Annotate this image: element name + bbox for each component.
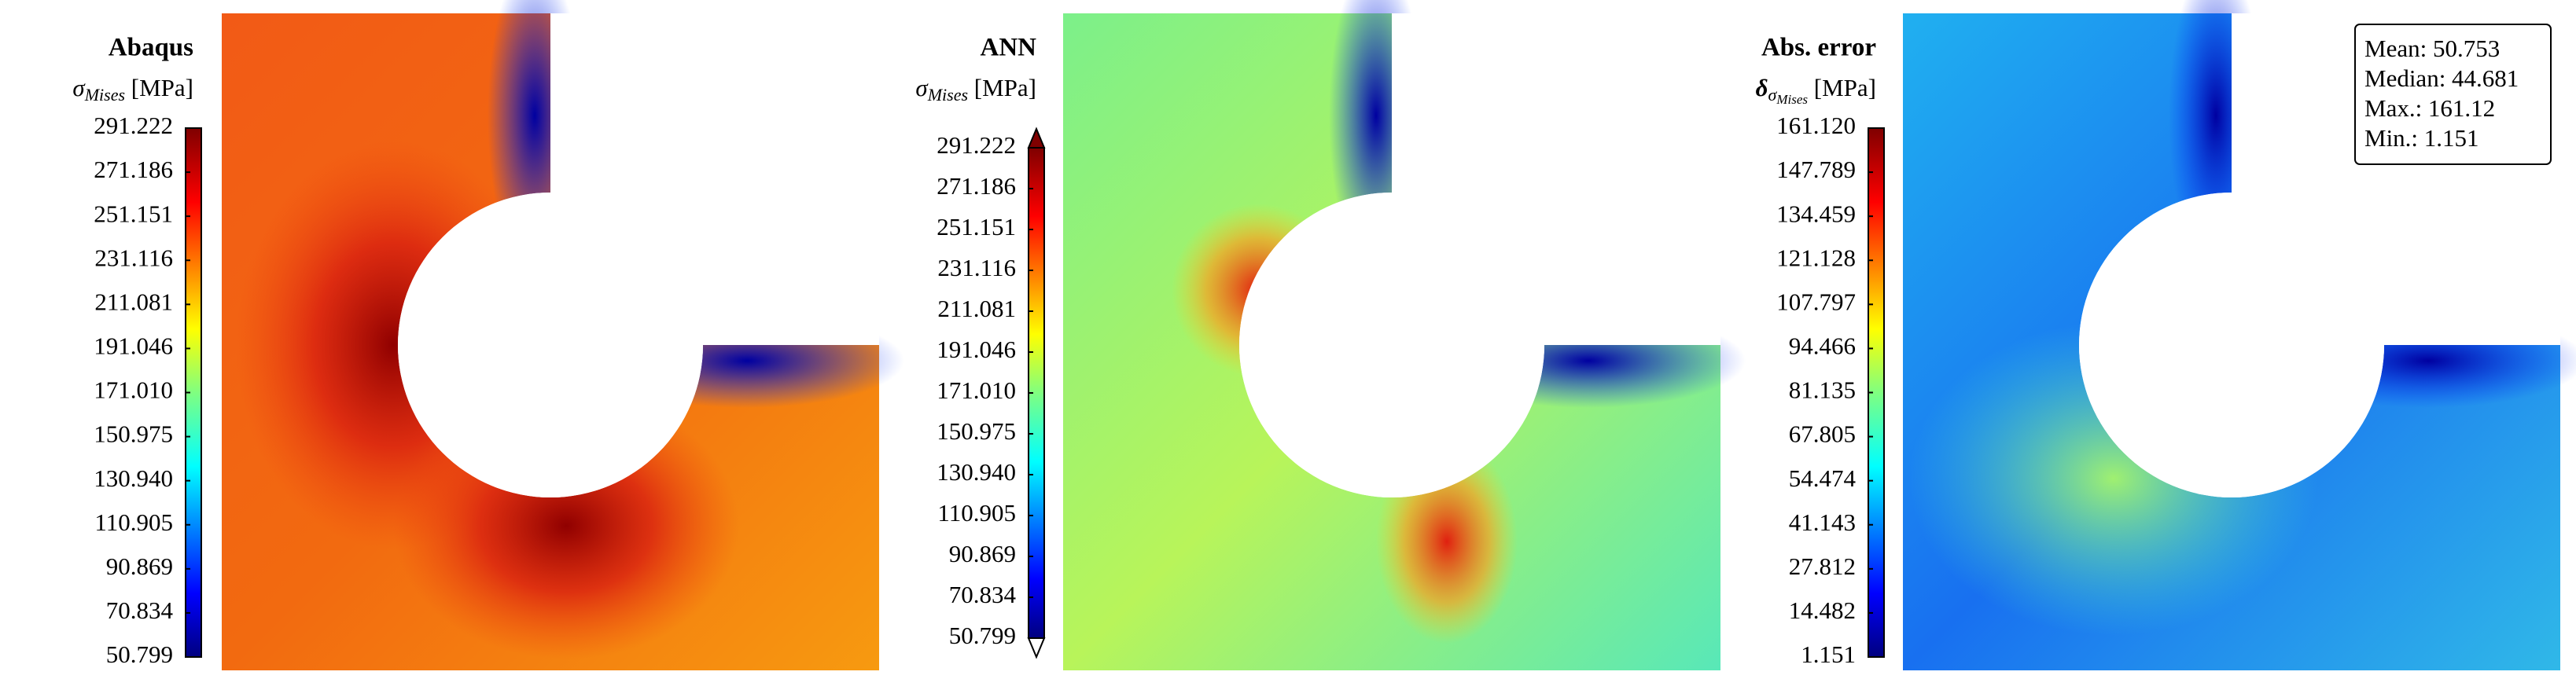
colorbar-tick-label: 90.869 (949, 540, 1016, 567)
colorbar-tick-label: 134.459 (1776, 200, 1856, 227)
stats-line: Mean: 50.753 (2364, 35, 2500, 62)
colorbar-tick-label: 50.799 (106, 640, 173, 668)
colorbar-tick-label: 211.081 (94, 288, 173, 315)
colorbar-label: σMises [MPa] (915, 74, 1036, 105)
contour-plot (1063, 0, 1746, 670)
colorbar-tick-label: 150.975 (94, 420, 173, 448)
label-part: σ (915, 74, 929, 101)
colorbar-tick-label: 27.812 (1789, 552, 1856, 580)
hole (1239, 193, 1544, 497)
colorbar-tick-label: 211.081 (937, 295, 1016, 322)
stats-box (2354, 24, 2552, 165)
stats-line: Median: 44.681 (2364, 64, 2519, 92)
colorbar-tick-label: 271.186 (937, 172, 1016, 200)
colorbar-tick-label: 130.940 (937, 458, 1016, 486)
label-part: [MPa] (968, 74, 1036, 101)
colorbar-tick-label: 54.474 (1789, 464, 1857, 492)
label-part: [MPa] (125, 74, 193, 101)
hole (398, 193, 703, 497)
colorbar-tick-label: 171.010 (94, 376, 173, 404)
contour-plot (222, 0, 904, 670)
colorbar-tick-label: 251.151 (94, 200, 173, 227)
colorbar-tick-label: 231.116 (937, 254, 1016, 281)
colorbar-tick-label: 231.116 (94, 244, 173, 271)
colorbar-tick-label: 67.805 (1789, 420, 1856, 448)
label-part: δ (1756, 74, 1768, 101)
label-part: σ (72, 74, 86, 101)
colorbar-tick-label: 110.905 (937, 499, 1016, 527)
colorbar-tick-label: 50.799 (949, 622, 1016, 649)
colorbar-tick-label: 291.222 (94, 112, 173, 139)
colorbar-tick-label: 191.046 (937, 336, 1016, 363)
colorbar-tick-label: 1.151 (1801, 640, 1856, 668)
colorbar-tick-label: 81.135 (1789, 376, 1856, 404)
colorbar-arrow (1027, 127, 1046, 149)
colorbar-tick-label: 150.975 (937, 417, 1016, 445)
label-part: σ (1768, 85, 1778, 105)
colorbar-tick-label: 121.128 (1776, 244, 1856, 271)
colorbar-label: σMises [MPa] (72, 74, 193, 105)
colorbar-tick-label: 171.010 (937, 376, 1016, 404)
label-part: Mises (84, 85, 125, 105)
panel-title: Abaqus (109, 34, 193, 62)
colorbar-tick-label: 107.797 (1776, 288, 1856, 315)
label-part: [MPa] (1808, 74, 1876, 101)
colorbar-tick-label: 14.482 (1789, 596, 1856, 624)
colorbar-tick-label: 191.046 (94, 332, 173, 360)
colorbar-tick-label: 90.869 (106, 552, 173, 580)
stats-line: Min.: 1.151 (2364, 124, 2479, 152)
colorbar-tick-label: 291.222 (937, 131, 1016, 159)
colorbar-label: δσMises [MPa] (1756, 74, 1876, 107)
colorbar-tick-label: 110.905 (94, 508, 173, 536)
hole (2079, 193, 2384, 497)
colorbar-tick-label: 130.940 (94, 464, 173, 492)
colorbar-tick-label: 161.120 (1776, 112, 1856, 139)
colorbar-tick-label: 271.186 (94, 156, 173, 183)
label-part: Mises (1776, 92, 1808, 107)
label-part: Mises (927, 85, 968, 105)
colorbar-tick-label: 251.151 (937, 213, 1016, 240)
contour-plot (1903, 0, 2576, 670)
colorbar-tick-label: 147.789 (1776, 156, 1856, 183)
panel-title: ANN (981, 34, 1037, 62)
stats-line: Max.: 161.12 (2364, 94, 2495, 122)
colorbar-arrow (1027, 637, 1046, 659)
colorbar-tick-label: 94.466 (1789, 332, 1856, 360)
colorbar-tick-label: 70.834 (106, 596, 174, 624)
panel-title: Abs. error (1761, 34, 1876, 62)
colorbar-tick-label: 41.143 (1789, 508, 1856, 536)
colorbar-tick-label: 70.834 (949, 581, 1017, 608)
